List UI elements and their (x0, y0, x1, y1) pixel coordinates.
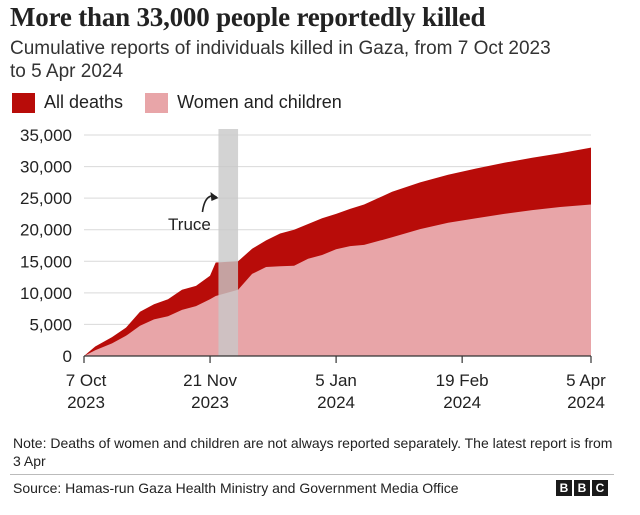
legend-swatch-all-deaths (12, 92, 35, 113)
x-tick-year-3: 2024 (443, 393, 481, 412)
legend-item-women-children: Women and children (145, 92, 342, 113)
x-tick-label-2: 5 Jan (315, 371, 357, 390)
y-tick-label-5: 25,000 (20, 189, 72, 208)
y-tick-label-4: 20,000 (20, 221, 72, 240)
legend-item-all-deaths: All deaths (12, 92, 123, 113)
x-tick-label-1: 21 Nov (183, 371, 237, 390)
y-tick-label-2: 10,000 (20, 284, 72, 303)
bbc-logo-letter-1: B (556, 480, 572, 496)
truce-arrowhead (210, 192, 219, 201)
x-tick-label-3: 19 Feb (436, 371, 489, 390)
bbc-logo: B B C (556, 480, 610, 496)
x-tick-year-4: 2024 (567, 393, 605, 412)
x-tick-label-4: 5 Apr (566, 371, 606, 390)
area-women-and-children (84, 204, 591, 356)
y-tick-label-7: 35,000 (20, 126, 72, 145)
source-text: Source: Hamas-run Gaza Health Ministry a… (13, 480, 459, 496)
footer-divider (10, 474, 614, 475)
chart-note: Note: Deaths of women and children are n… (13, 435, 613, 469)
bbc-logo-letter-2: B (574, 480, 590, 496)
chart-title: More than 33,000 people reportedly kille… (10, 2, 486, 32)
x-tick-year-1: 2023 (191, 393, 229, 412)
y-tick-label-1: 5,000 (29, 315, 72, 334)
chart-subtitle: Cumulative reports of individuals killed… (10, 38, 551, 82)
legend-swatch-women-children (145, 92, 169, 113)
y-tick-label-6: 30,000 (20, 158, 72, 177)
legend: All deaths Women and children (12, 92, 364, 113)
area-chart: 0 5,000 10,000 15,000 20,000 25,000 30,000 35,0… (20, 126, 606, 412)
legend-label-women-children: Women and children (177, 92, 342, 112)
bbc-logo-letter-3: C (592, 480, 608, 496)
x-tick-label-0: 7 Oct (66, 371, 107, 390)
y-tick-label-0: 0 (63, 347, 72, 366)
x-tick-year-2: 2024 (317, 393, 355, 412)
x-tick-year-0: 2023 (67, 393, 105, 412)
legend-label-all-deaths: All deaths (44, 92, 124, 112)
truce-band (218, 129, 239, 356)
truce-label: Truce (168, 215, 211, 234)
y-tick-label-3: 15,000 (20, 252, 72, 271)
